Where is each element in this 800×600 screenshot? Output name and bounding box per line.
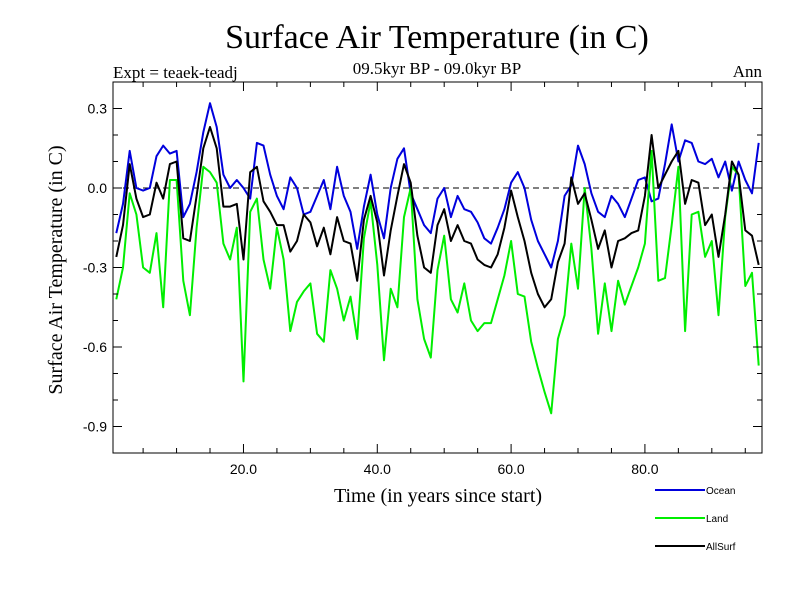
x-tick-label: 40.0 [364,461,391,477]
legend: Ocean Land AllSurf [655,486,736,553]
y-tick-label: -0.3 [83,260,107,276]
plot-area [113,102,762,415]
legend-label-allsurf: AllSurf [706,542,736,553]
experiment-label: Expt = teaek-teadj [113,63,238,82]
chart-title: Surface Air Temperature (in C) [225,19,649,56]
x-axis-label: Time (in years since start) [334,485,542,507]
y-tick-label: 0.3 [88,101,108,117]
series-line-ocean [115,102,760,269]
x-tick-label: 20.0 [230,461,257,477]
x-tick-label: 80.0 [631,461,658,477]
y-tick-label: -0.9 [83,419,107,435]
series-line-allsurf [115,126,760,309]
legend-label-land: Land [706,514,728,525]
axes: 0.3 0.0 -0.3 -0.6 -0.9 20.0 40.0 60.0 80.0 [83,81,763,477]
season-label: Ann [733,62,763,81]
y-tick-label: 0.0 [88,180,108,196]
x-tick-label: 60.0 [497,461,524,477]
y-axis-label: Surface Air Temperature (in C) [45,145,67,394]
legend-label-ocean: Ocean [706,486,735,497]
series-line-land [115,149,760,415]
y-tick-label: -0.6 [83,339,107,355]
chart-subtitle: 09.5kyr BP - 09.0kyr BP [353,59,521,78]
